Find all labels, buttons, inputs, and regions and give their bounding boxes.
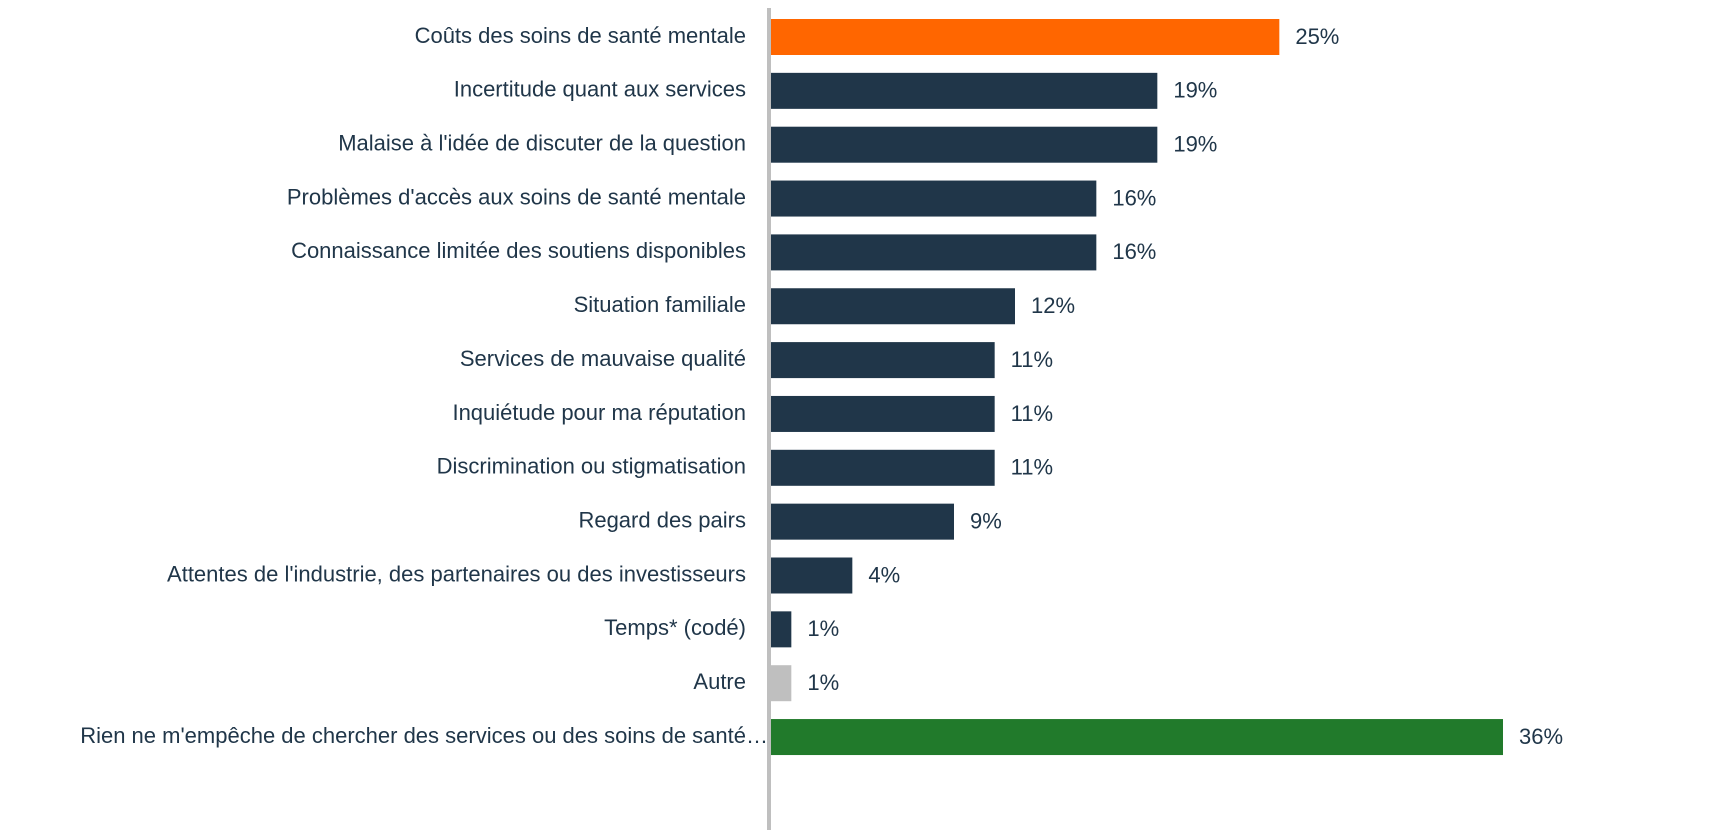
value-label: 16% xyxy=(1112,239,1156,264)
bar xyxy=(771,503,954,540)
category-label: Attentes de l'industrie, des partenaires… xyxy=(167,561,746,586)
bar xyxy=(771,557,853,594)
bar xyxy=(771,234,1097,271)
category-label: Inquiétude pour ma réputation xyxy=(452,400,746,425)
bar xyxy=(771,449,995,486)
value-label: 12% xyxy=(1031,293,1075,318)
bar xyxy=(771,180,1097,217)
category-label: Coûts des soins de santé mentale xyxy=(415,23,746,48)
category-label: Regard des pairs xyxy=(578,507,746,532)
bar xyxy=(771,72,1158,109)
bar xyxy=(771,719,1503,756)
bar xyxy=(771,342,995,379)
value-label: 25% xyxy=(1295,24,1339,49)
value-label: 11% xyxy=(1011,347,1053,372)
value-label: 36% xyxy=(1519,724,1563,749)
category-label: Situation familiale xyxy=(574,292,746,317)
value-label: 19% xyxy=(1173,78,1217,103)
value-label: 4% xyxy=(868,562,900,587)
bar xyxy=(771,126,1158,163)
bar xyxy=(771,19,1280,55)
category-label: Services de mauvaise qualité xyxy=(460,346,746,371)
bar xyxy=(771,611,792,648)
category-label: Malaise à l'idée de discuter de la quest… xyxy=(338,131,746,156)
bar xyxy=(771,665,792,702)
value-label: 11% xyxy=(1011,401,1053,426)
category-label: Problèmes d'accès aux soins de santé men… xyxy=(287,184,746,209)
value-label: 19% xyxy=(1173,132,1217,157)
bar xyxy=(771,395,995,432)
category-label: Rien ne m'empêche de chercher des servic… xyxy=(80,723,768,748)
category-label: Incertitude quant aux services xyxy=(454,77,746,102)
value-label: 9% xyxy=(970,508,1002,533)
bar xyxy=(771,288,1015,325)
category-label: Connaissance limitée des soutiens dispon… xyxy=(291,238,746,263)
value-label: 16% xyxy=(1112,185,1156,210)
value-label: 1% xyxy=(807,670,839,695)
value-label: 11% xyxy=(1011,455,1053,480)
category-label: Autre xyxy=(693,669,746,694)
category-label: Temps* (codé) xyxy=(604,615,746,640)
value-label: 1% xyxy=(807,616,839,641)
category-label: Discrimination ou stigmatisation xyxy=(437,454,746,479)
